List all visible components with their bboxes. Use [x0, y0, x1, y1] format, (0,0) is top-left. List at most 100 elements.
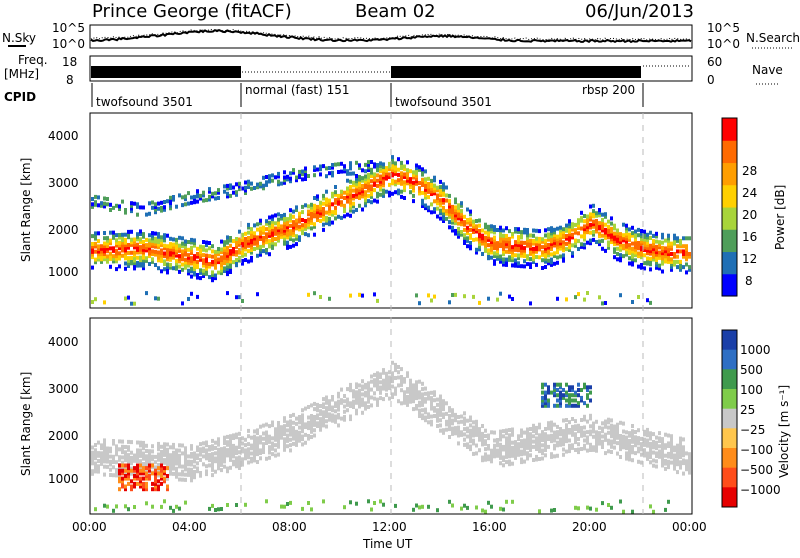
velocity-pixel	[214, 508, 217, 512]
velocity-pixel	[640, 460, 643, 465]
velocity-pixel	[211, 452, 214, 457]
velocity-pixel	[520, 431, 523, 436]
velocity-pixel	[688, 460, 691, 465]
velocity-pixel	[157, 473, 160, 478]
velocity-pixel	[550, 425, 553, 430]
power-pixel	[328, 222, 331, 227]
velocity-pixel	[289, 443, 292, 448]
velocity-colorbar-swatch	[722, 487, 737, 508]
power-pixel	[103, 244, 106, 249]
velocity-pixel	[301, 416, 304, 421]
velocity-pixel	[154, 476, 157, 481]
power-pixel	[391, 170, 394, 175]
power-pixel	[262, 241, 265, 246]
power-pixel	[655, 244, 658, 249]
power-pixel	[451, 212, 454, 217]
velocity-pixel	[127, 453, 130, 458]
power-pixel	[475, 229, 478, 234]
power-pixel	[601, 228, 604, 233]
power-pixel	[394, 164, 397, 168]
velocity-pixel	[490, 430, 493, 435]
power-pixel	[409, 182, 412, 187]
velocity-pixel	[367, 397, 370, 402]
velocity-pixel	[406, 395, 409, 399]
velocity-pixel	[547, 398, 550, 403]
power-pixel	[421, 169, 424, 174]
power-pixel	[544, 238, 547, 243]
power-pixel	[340, 200, 343, 205]
velocity-pixel	[196, 445, 199, 450]
power-pixel	[511, 234, 514, 239]
power-pixel	[598, 234, 601, 239]
power-pixel	[256, 292, 259, 297]
power-pixel	[433, 183, 436, 188]
velocity-pixel	[589, 432, 592, 437]
power-pixel	[304, 169, 307, 174]
power-pixel	[142, 242, 145, 247]
velocity-pixel	[208, 458, 211, 463]
power-pixel	[547, 248, 550, 253]
velocity-pixel	[169, 505, 172, 510]
velocity-pixel	[292, 431, 295, 436]
power-pixel	[292, 238, 295, 243]
power-pixel	[265, 219, 268, 224]
velocity-pixel	[403, 377, 406, 382]
velocity-pixel	[550, 439, 553, 444]
velocity-pixel	[178, 443, 181, 448]
power-pixel	[166, 244, 169, 249]
power-pixel	[433, 199, 436, 204]
power-pixel	[502, 241, 505, 246]
power-pixel	[334, 208, 337, 213]
velocity-pixel	[439, 410, 442, 415]
power-pixel	[160, 251, 163, 255]
velocity-pixel	[418, 505, 421, 510]
power-pixel	[97, 244, 100, 249]
velocity-pixel	[457, 441, 460, 446]
power-pixel	[355, 194, 358, 199]
velocity-pixel	[295, 432, 298, 437]
velocity-pixel	[160, 457, 163, 462]
velocity-pixel	[601, 434, 604, 439]
power-pixel	[637, 243, 640, 248]
power-pixel	[394, 161, 397, 166]
velocity-pixel	[583, 382, 586, 387]
velocity-pixel	[103, 441, 106, 445]
power-pixel	[121, 232, 124, 237]
power-pixel	[214, 196, 217, 201]
power-pixel	[262, 249, 265, 254]
velocity-pixel	[214, 456, 217, 461]
velocity-pixel	[121, 444, 124, 449]
power-pixel	[670, 267, 673, 272]
power-pixel	[664, 256, 667, 261]
power-pixel	[367, 160, 370, 165]
velocity-pixel	[484, 439, 487, 444]
velocity-pixel	[610, 442, 613, 447]
velocity-pixel	[199, 471, 202, 475]
velocity-pixel	[400, 382, 403, 387]
power-pixel	[205, 269, 208, 274]
power-pixel	[601, 218, 604, 222]
power-pixel	[496, 246, 499, 251]
velocity-pixel	[259, 435, 262, 440]
power-pixel	[301, 177, 304, 182]
power-pixel	[298, 219, 301, 224]
velocity-pixel	[163, 447, 166, 452]
velocity-pixel	[127, 466, 130, 471]
power-pixel	[361, 194, 364, 199]
velocity-pixel	[385, 382, 388, 387]
power-pixel	[649, 300, 652, 305]
power-pixel	[382, 167, 385, 172]
velocity-pixel	[520, 452, 523, 457]
power-pixel	[325, 189, 328, 194]
velocity-pixel	[310, 421, 313, 426]
power-pixel	[163, 246, 166, 251]
power-pixel	[349, 293, 352, 298]
power-pixel	[574, 241, 577, 246]
power-pixel	[283, 212, 286, 217]
power-pixel	[649, 236, 652, 240]
power-pixel	[250, 237, 253, 242]
power-pixel	[394, 166, 397, 171]
velocity-pixel	[223, 435, 226, 440]
power-pixel	[598, 208, 601, 212]
power-pixel	[133, 201, 136, 206]
